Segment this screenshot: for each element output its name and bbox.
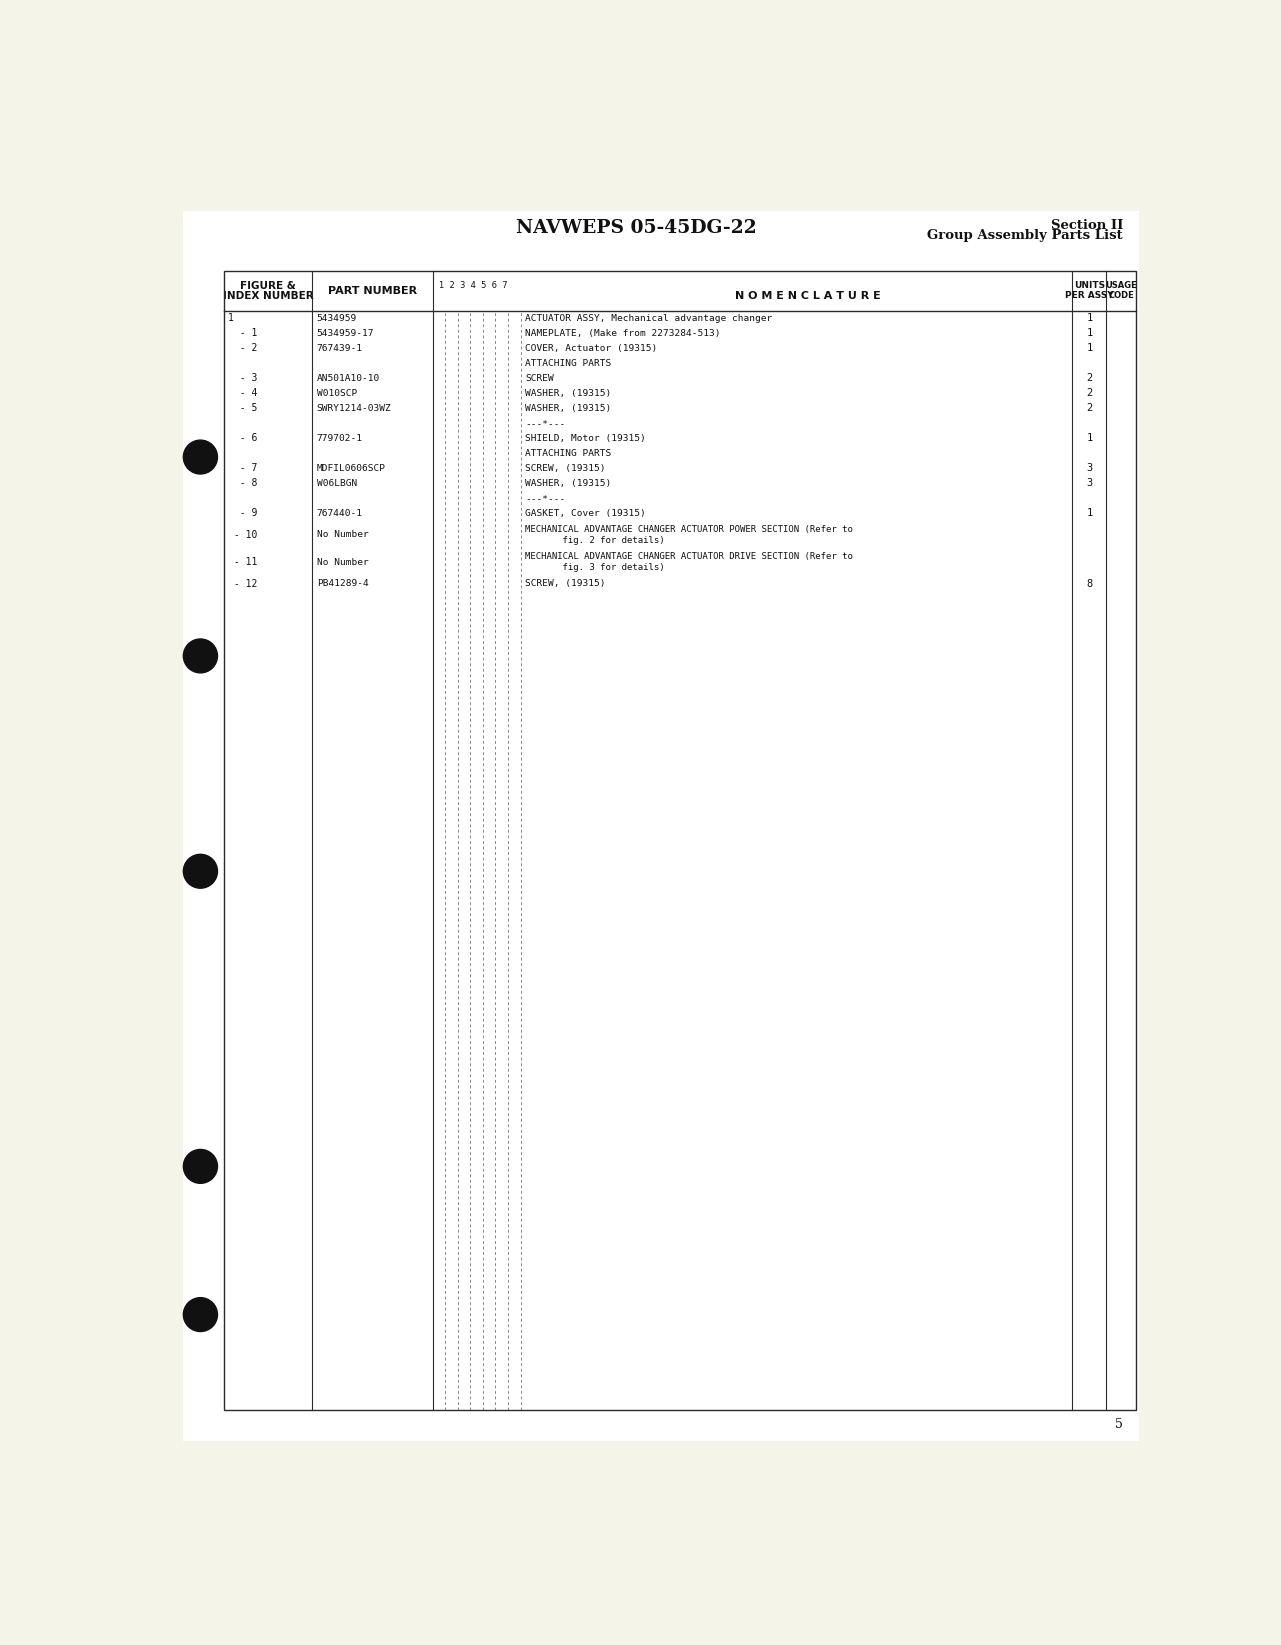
Text: MECHANICAL ADVANTAGE CHANGER ACTUATOR DRIVE SECTION (Refer to: MECHANICAL ADVANTAGE CHANGER ACTUATOR DR…: [525, 553, 853, 561]
Text: 2: 2: [1086, 403, 1093, 413]
Text: 1: 1: [1086, 327, 1093, 339]
Text: 779702-1: 779702-1: [316, 434, 363, 443]
Text: CODE: CODE: [1108, 291, 1134, 301]
Text: 2: 2: [1086, 388, 1093, 398]
Text: ACTUATOR ASSY, Mechanical advantage changer: ACTUATOR ASSY, Mechanical advantage chan…: [525, 314, 772, 322]
Text: 5434959: 5434959: [316, 314, 357, 322]
Text: SCREW, (19315): SCREW, (19315): [525, 579, 606, 589]
Text: 3: 3: [1086, 479, 1093, 489]
Text: - 3: - 3: [228, 373, 257, 383]
Text: 767440-1: 767440-1: [316, 508, 363, 518]
Text: 5: 5: [1116, 1418, 1123, 1431]
Text: W06LBGN: W06LBGN: [316, 479, 357, 489]
Text: FIGURE &: FIGURE &: [241, 281, 296, 291]
Circle shape: [183, 1298, 218, 1331]
Text: SCREW: SCREW: [525, 373, 553, 383]
Circle shape: [183, 854, 218, 888]
Text: AN501A10-10: AN501A10-10: [316, 373, 380, 383]
Text: Group Assembly Parts List: Group Assembly Parts List: [927, 229, 1123, 242]
Text: No Number: No Number: [316, 558, 369, 568]
Text: 1: 1: [1086, 433, 1093, 443]
Text: - 6: - 6: [228, 433, 257, 443]
Text: 767439-1: 767439-1: [316, 344, 363, 352]
Text: GASKET, Cover (19315): GASKET, Cover (19315): [525, 508, 646, 518]
Text: Section II: Section II: [1050, 219, 1123, 232]
Text: NAVWEPS 05-45DG-22: NAVWEPS 05-45DG-22: [516, 219, 757, 237]
Text: - 1: - 1: [228, 327, 257, 339]
Text: fig. 2 for details): fig. 2 for details): [541, 536, 665, 544]
Text: MECHANICAL ADVANTAGE CHANGER ACTUATOR POWER SECTION (Refer to: MECHANICAL ADVANTAGE CHANGER ACTUATOR PO…: [525, 525, 853, 533]
Text: 2: 2: [1086, 373, 1093, 383]
Text: 1: 1: [1086, 508, 1093, 518]
Text: INDEX NUMBER: INDEX NUMBER: [223, 291, 314, 301]
Text: 1: 1: [1086, 344, 1093, 354]
Text: UNITS: UNITS: [1073, 281, 1106, 291]
Text: SWRY1214-03WZ: SWRY1214-03WZ: [316, 403, 392, 413]
Text: - 2: - 2: [228, 344, 257, 354]
Circle shape: [183, 638, 218, 673]
Circle shape: [183, 441, 218, 474]
Text: 3: 3: [1086, 464, 1093, 474]
Text: ATTACHING PARTS: ATTACHING PARTS: [525, 359, 611, 367]
Text: No Number: No Number: [316, 530, 369, 540]
Text: WASHER, (19315): WASHER, (19315): [525, 403, 611, 413]
Text: COVER, Actuator (19315): COVER, Actuator (19315): [525, 344, 657, 352]
Text: PART NUMBER: PART NUMBER: [328, 286, 418, 296]
Text: PB41289-4: PB41289-4: [316, 579, 369, 589]
Text: USAGE: USAGE: [1106, 281, 1138, 291]
Text: - 7: - 7: [228, 464, 257, 474]
Text: 5434959-17: 5434959-17: [316, 329, 374, 337]
Text: 1: 1: [228, 313, 234, 322]
Text: 8: 8: [1086, 579, 1093, 589]
Text: ---*---: ---*---: [525, 419, 565, 428]
Text: WASHER, (19315): WASHER, (19315): [525, 388, 611, 398]
Text: 1  2  3  4  5  6  7: 1 2 3 4 5 6 7: [439, 281, 507, 291]
Text: MDFIL0606SCP: MDFIL0606SCP: [316, 464, 386, 472]
Text: - 12: - 12: [228, 579, 257, 589]
Text: W010SCP: W010SCP: [316, 388, 357, 398]
Text: N O M E N C L A T U R E: N O M E N C L A T U R E: [735, 291, 880, 301]
Text: - 10: - 10: [228, 530, 257, 540]
Text: - 9: - 9: [228, 508, 257, 518]
Text: ---*---: ---*---: [525, 494, 565, 503]
Text: fig. 3 for details): fig. 3 for details): [541, 564, 665, 572]
Text: - 4: - 4: [228, 388, 257, 398]
Text: PER ASSY: PER ASSY: [1065, 291, 1113, 301]
Text: ATTACHING PARTS: ATTACHING PARTS: [525, 449, 611, 457]
Text: 1: 1: [1086, 313, 1093, 322]
Text: - 5: - 5: [228, 403, 257, 413]
Circle shape: [183, 1150, 218, 1183]
Text: SCREW, (19315): SCREW, (19315): [525, 464, 606, 472]
Text: - 11: - 11: [228, 558, 257, 568]
Text: SHIELD, Motor (19315): SHIELD, Motor (19315): [525, 434, 646, 443]
Bar: [224, 270, 1136, 1410]
Text: - 8: - 8: [228, 479, 257, 489]
Text: NAMEPLATE, (Make from 2273284-513): NAMEPLATE, (Make from 2273284-513): [525, 329, 721, 337]
Text: WASHER, (19315): WASHER, (19315): [525, 479, 611, 489]
